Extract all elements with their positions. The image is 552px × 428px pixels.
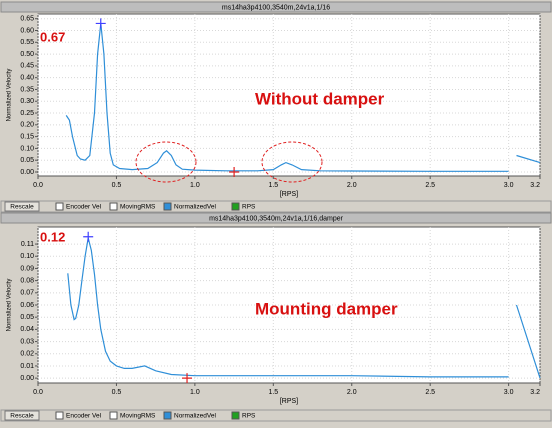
toggle-label[interactable]: MovingRMS [120,413,156,420]
x-tick-label: 1.5 [268,182,278,189]
y-tick-label: 0.10 [20,253,34,260]
toggle-label[interactable]: MovingRMS [120,204,156,211]
y-tick-label: 0.40 [20,75,34,82]
y-tick-label: 0.02 [20,351,34,358]
x-tick-label: 2.0 [347,389,357,396]
y-tick-label: 0.25 [20,110,34,117]
toggle-icon[interactable] [163,202,172,211]
y-tick-label: 0.03 [20,338,34,345]
y-tick-label: 0.60 [20,27,34,34]
y-tick-label: 0.50 [20,51,34,58]
x-tick-label: 0.0 [33,389,43,396]
toolbar [0,200,552,213]
title-bar [0,1,552,13]
cursor-marker [83,231,94,242]
toggle-label[interactable]: RPS [242,204,256,211]
y-tick-label: 0.11 [21,241,34,248]
y-tick-label: 0.10 [20,145,34,152]
y-axis-label: Normalized Velocity [7,69,13,122]
button-label[interactable]: Rescale [10,413,34,420]
plot-area [37,13,541,177]
annotation: 0.12 [40,229,65,244]
highlight-ellipse [261,141,323,183]
button-label[interactable]: Rescale [10,204,34,211]
x-tick-label: 3.0 [504,182,514,189]
x-axis-label: [RPS] [280,398,298,405]
y-tick-label: 0.08 [20,277,34,284]
y-tick-label: 0.07 [20,290,34,297]
toggle-icon[interactable] [163,411,172,420]
y-tick-label: 0.30 [20,98,34,105]
y-axis-label: Normalized Velocity [7,279,13,332]
annotation: 0.67 [40,29,65,44]
y-tick-label: 0.20 [20,122,34,129]
y-tick-label: 0.05 [20,157,34,164]
y-tick-label: 0.04 [20,326,34,333]
cursor-marker [95,18,106,29]
x-tick-label: 2.5 [425,182,435,189]
x-tick-label: 0.5 [112,182,122,189]
x-tick-label: 3.0 [504,389,514,396]
y-tick-label: 0.45 [20,63,34,70]
y-tick-label: 0.15 [20,133,34,140]
y-tick-label: 0.09 [20,265,34,272]
toolbar [0,409,552,422]
y-tick-label: 0.65 [20,16,34,23]
y-tick-label: 0.00 [20,169,34,176]
y-tick-label: 0.35 [20,86,34,93]
toggle-label[interactable]: Encoder Vel [66,204,102,211]
rescale-button[interactable] [4,410,40,421]
toggle-icon[interactable] [55,202,64,211]
toggle-icon[interactable] [109,202,118,211]
annotation: Without damper [255,89,385,108]
y-tick-label: 0.01 [20,363,34,370]
toggle-icon[interactable] [231,202,240,211]
y-tick-label: 0.55 [20,39,34,46]
x-tick-label: 3.2 [530,182,540,189]
panel-title: ms14ha3p4100,3540m,24v1a,1/16 [222,4,330,11]
toggle-label[interactable]: NormalizedVel [174,204,216,211]
x-tick-label: 1.0 [190,389,200,396]
y-tick-label: 0.06 [20,302,34,309]
x-tick-label: 1.0 [190,182,200,189]
y-tick-label: 0.05 [20,314,34,321]
highlight-ellipse [135,141,197,183]
x-tick-label: 2.0 [347,182,357,189]
rescale-button[interactable] [4,201,40,212]
data-line [65,23,541,172]
x-tick-label: 1.5 [268,389,278,396]
x-tick-label: 0.0 [33,182,43,189]
y-tick-label: 0.00 [20,375,34,382]
title-bar [0,212,552,224]
toggle-label[interactable]: NormalizedVel [174,413,216,420]
cursor-marker [182,373,193,384]
x-tick-label: 0.5 [112,389,122,396]
x-axis-label: [RPS] [280,191,298,198]
toggle-icon[interactable] [231,411,240,420]
annotation: Mounting damper [255,299,398,318]
toggle-label[interactable]: RPS [242,413,256,420]
toggle-icon[interactable] [109,411,118,420]
data-line [67,237,541,379]
toggle-icon[interactable] [55,411,64,420]
x-tick-label: 3.2 [530,389,540,396]
panel-title: ms14ha3p4100,3540m,24v1a,1/16,damper [209,215,344,222]
toggle-label[interactable]: Encoder Vel [66,413,102,420]
cursor-marker [229,166,240,177]
x-tick-label: 2.5 [425,389,435,396]
plot-area [37,226,541,384]
